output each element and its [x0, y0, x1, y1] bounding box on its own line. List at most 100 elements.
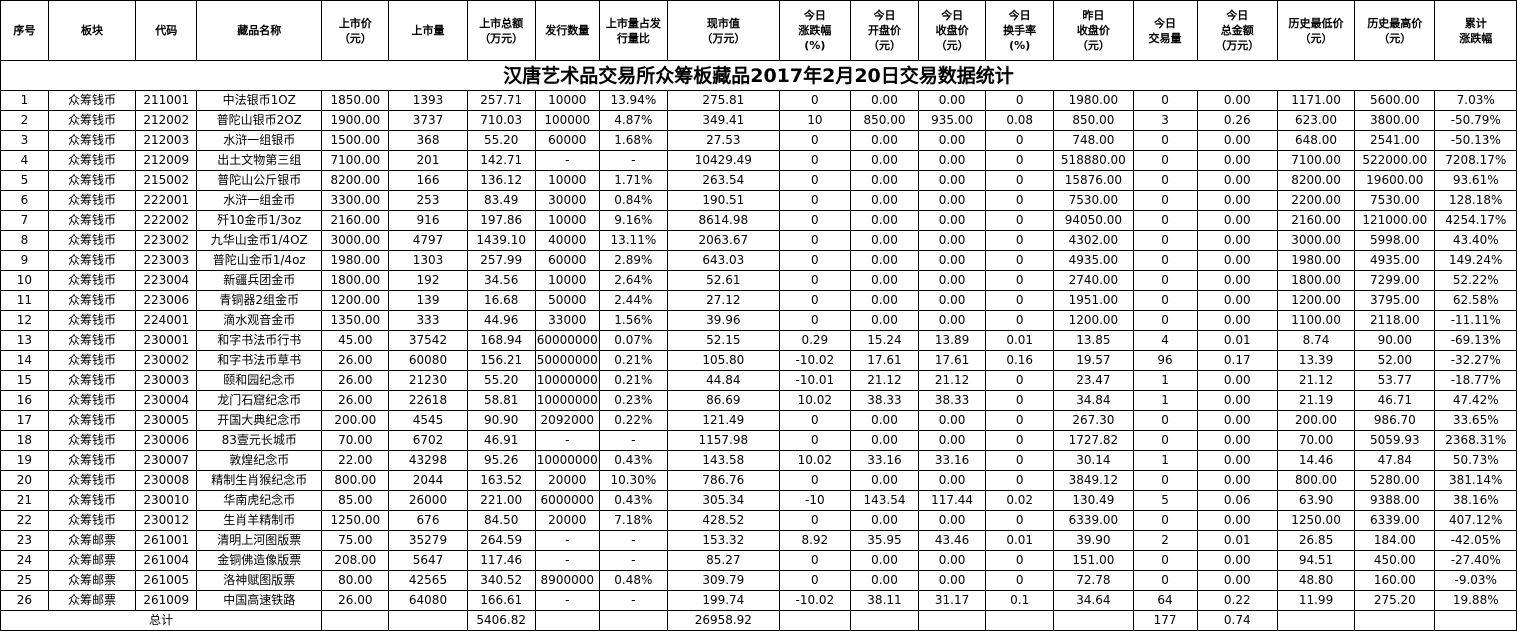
- table-cell: 0.00: [918, 310, 987, 331]
- total-listing-amount: 5406.82: [466, 610, 536, 631]
- table-cell: 0.84%: [598, 190, 668, 211]
- table-cell: 0.00: [1196, 470, 1278, 491]
- table-cell: -: [598, 590, 668, 611]
- table-row: 9 众筹钱币 223003 普陀山金币1/4oz 1980.00 1303 257.99 60…: [0, 250, 1517, 271]
- table-cell: 众筹钱币: [47, 450, 137, 471]
- table-cell: 0: [985, 250, 1055, 271]
- table-cell: 2368.31%: [1434, 430, 1517, 451]
- table-cell: 15.24: [849, 330, 920, 351]
- table-cell: 15876.00: [1053, 170, 1134, 191]
- column-header-line: 今日: [941, 9, 964, 22]
- table-cell: 众筹钱币: [47, 210, 137, 231]
- table-cell: 261001: [135, 530, 198, 551]
- table-row: 18 众筹钱币 230006 83壹元长城币 70.00 6702 46.91- -1157.…: [0, 430, 1517, 451]
- table-cell: 众筹钱币: [47, 350, 137, 371]
- column-header-line: 上市量占发: [605, 16, 661, 30]
- column-header-line: 发行数量: [545, 24, 590, 37]
- table-cell: 86.69: [666, 390, 780, 411]
- table-cell: 1900.00: [321, 110, 390, 131]
- table-cell: 199.74: [666, 590, 780, 611]
- table-cell: 349.41: [666, 110, 780, 131]
- table-row: 13 众筹钱币 230001 和字书法币行书 45.00 37542 168.94 60000…: [0, 330, 1517, 351]
- table-cell: 50.73%: [1434, 450, 1517, 471]
- table-cell: 1250.00: [321, 510, 390, 531]
- table-cell: 0.00: [918, 250, 987, 271]
- table-row: 11 众筹钱币 223006 青铜器2组金币 1200.00 139 16.68 50000 2…: [0, 290, 1517, 311]
- table-cell: 0.00: [1196, 310, 1278, 331]
- table-cell: 20: [0, 470, 49, 491]
- total-empty: [321, 610, 390, 631]
- table-cell: 40000: [534, 230, 600, 251]
- table-cell: -32.27%: [1434, 350, 1517, 371]
- column-header: 昨日 收盘价 （元）: [1053, 0, 1134, 61]
- table-cell: 13.11%: [598, 230, 668, 251]
- table-row: 16 众筹钱币 230004 龙门石窟纪念币 26.00 22618 58.81 100000…: [0, 390, 1517, 411]
- column-header-line: (%): [804, 39, 826, 52]
- table-cell: 267.30: [1053, 410, 1134, 431]
- table-cell: 38.33: [918, 390, 987, 411]
- table-cell: -69.13%: [1434, 330, 1517, 351]
- table-cell: 2160.00: [321, 210, 390, 231]
- column-header-line: （元）: [867, 39, 901, 52]
- column-header: 今日 涨跌幅 (%): [778, 0, 851, 61]
- table-cell: 43.46: [918, 530, 987, 551]
- table-cell: 986.70: [1354, 410, 1436, 431]
- table-cell: 26.00: [321, 350, 390, 371]
- table-cell: 13.85: [1053, 330, 1134, 351]
- table-cell: 44.84: [666, 370, 780, 391]
- table-cell: 128.18%: [1434, 190, 1517, 211]
- table-cell: 0.00: [1196, 370, 1278, 391]
- table-cell: 14.46: [1276, 450, 1356, 471]
- column-header: 今日 收盘价 （元）: [918, 0, 987, 61]
- table-cell: 5600.00: [1354, 90, 1436, 111]
- column-header: 现市值 （万元）: [666, 0, 780, 61]
- table-cell: 192: [388, 270, 468, 291]
- table-cell: 0: [985, 570, 1055, 591]
- table-row: 12 众筹钱币 224001 滴水观音金币 1350.00 333 44.96 33000 1.…: [0, 310, 1517, 331]
- table-cell: 43.40%: [1434, 230, 1517, 251]
- table-cell: 935.00: [918, 110, 987, 131]
- table-cell: 1393: [388, 90, 468, 111]
- table-cell: 众筹邮票: [47, 530, 137, 551]
- table-cell: 0.00: [849, 210, 920, 231]
- table-row: 10 众筹钱币 223004 新疆兵团金币 1800.00 192 34.56 10000 2.…: [0, 270, 1517, 291]
- column-header-line: 收盘价: [935, 24, 969, 37]
- table-cell: 47.42%: [1434, 390, 1517, 411]
- table-cell: 0: [778, 250, 851, 271]
- table-cell: 0: [985, 310, 1055, 331]
- table-cell: 0: [985, 370, 1055, 391]
- column-header-line: 行量比: [616, 31, 650, 45]
- table-cell: 151.00: [1053, 550, 1134, 571]
- table-cell: 0.01: [985, 530, 1055, 551]
- table-cell: 230007: [135, 450, 198, 471]
- table-cell: 0.00: [849, 430, 920, 451]
- table-cell: 80.00: [321, 570, 390, 591]
- table-cell: 0: [1132, 430, 1198, 451]
- table-cell: 37542: [388, 330, 468, 351]
- table-cell: 众筹钱币: [47, 490, 137, 511]
- table-cell: 11: [0, 290, 49, 311]
- table-cell: 23.47: [1053, 370, 1134, 391]
- table-cell: 643.03: [666, 250, 780, 271]
- table-row: 25 众筹邮票 261005 洛神赋图版票 80.00 42565 340.52 890000…: [0, 570, 1517, 591]
- table-cell: 166.61: [466, 590, 536, 611]
- table-row: 6 众筹钱币 222001 水浒一组金币 3300.00 253 83.49 30000 0.8…: [0, 190, 1517, 211]
- table-cell: 8: [0, 230, 49, 251]
- table-cell: 10000: [534, 270, 600, 291]
- table-cell: 2.64%: [598, 270, 668, 291]
- table-cell: 10000: [534, 210, 600, 231]
- table-cell: 10000000: [534, 370, 600, 391]
- table-cell: 200.00: [1276, 410, 1356, 431]
- table-cell: 96: [1132, 350, 1198, 371]
- table-cell: 众筹钱币: [47, 330, 137, 351]
- table-cell: 221.00: [466, 490, 536, 511]
- table-cell: 9.16%: [598, 210, 668, 231]
- table-cell: 5647: [388, 550, 468, 571]
- table-cell: 0.00: [1196, 210, 1278, 231]
- table-cell: 139: [388, 290, 468, 311]
- table-cell: 212002: [135, 110, 198, 131]
- table-cell: 0.00: [1196, 410, 1278, 431]
- table-cell: 0.00: [918, 510, 987, 531]
- table-cell: 0.07%: [598, 330, 668, 351]
- table-cell: 众筹钱币: [47, 90, 137, 111]
